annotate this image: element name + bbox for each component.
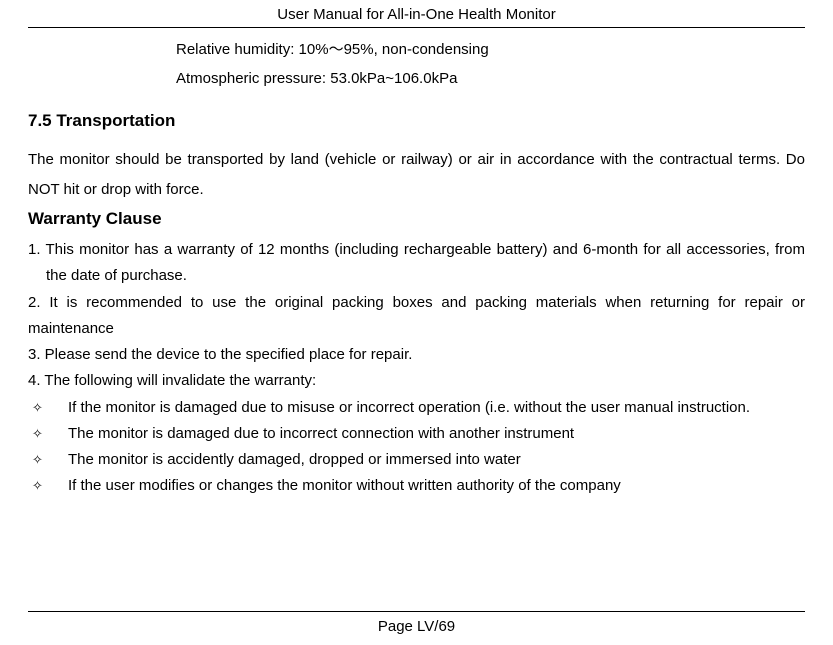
warranty-item-4: 4. The following will invalidate the war… [28, 368, 805, 394]
transportation-heading: 7.5 Transportation [28, 111, 805, 131]
page-number: Page LV/69 [378, 618, 455, 635]
warranty-bullet-row: ✧ The monitor is accidently damaged, dro… [28, 447, 805, 473]
transportation-body: The monitor should be transported by lan… [28, 145, 805, 205]
warranty-bullet-text: If the user modifies or changes the moni… [68, 473, 805, 499]
warranty-item-2: 2. It is recommended to use the original… [28, 290, 805, 343]
diamond-bullet-icon: ✧ [32, 395, 68, 420]
warranty-item-3: 3. Please send the device to the specifi… [28, 342, 805, 368]
warranty-bullet-row: ✧ If the monitor is damaged due to misus… [28, 395, 805, 421]
env-humidity-line: Relative humidity: 10%～95%, non-condensi… [176, 36, 805, 65]
diamond-bullet-icon: ✧ [32, 447, 68, 472]
warranty-bullet-row: ✧ The monitor is damaged due to incorrec… [28, 421, 805, 447]
diamond-bullet-icon: ✧ [32, 473, 68, 498]
env-pressure-line: Atmospheric pressure: 53.0kPa~106.0kPa [176, 65, 805, 94]
warranty-bullet-text: If the monitor is damaged due to misuse … [68, 395, 805, 421]
diamond-bullet-icon: ✧ [32, 421, 68, 446]
page-header: User Manual for All-in-One Health Monito… [28, 0, 805, 28]
page-footer: Page LV/69 [28, 611, 805, 635]
warranty-heading: Warranty Clause [28, 209, 805, 229]
warranty-bullet-text: The monitor is damaged due to incorrect … [68, 421, 805, 447]
warranty-item-1: 1. This monitor has a warranty of 12 mon… [28, 237, 805, 290]
warranty-bullet-text: The monitor is accidently damaged, dropp… [68, 447, 805, 473]
warranty-bullet-row: ✧ If the user modifies or changes the mo… [28, 473, 805, 499]
header-title: User Manual for All-in-One Health Monito… [277, 6, 555, 23]
